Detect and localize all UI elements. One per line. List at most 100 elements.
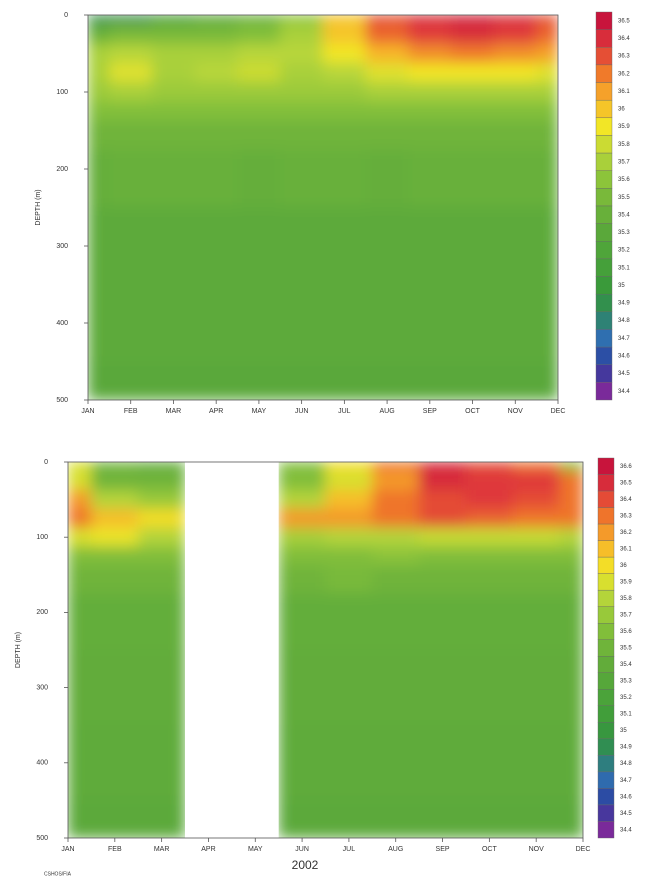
cell [512,593,560,651]
x-tick-label: JUL [343,846,356,853]
colorbar-label: 36.5 [620,480,632,486]
cell [88,43,110,64]
cell [365,101,409,122]
x-tick-label: JAN [61,846,74,853]
y-tick-label: 500 [36,835,48,842]
cell [237,284,281,362]
cell [109,101,153,122]
cell [450,284,495,362]
cell [237,82,281,102]
cell [493,62,537,83]
cell [365,43,409,64]
cell [151,43,196,64]
contour-cells [88,15,558,400]
colorbar-box [595,276,613,295]
colorbar-box [595,241,613,260]
cell [88,361,110,400]
cell [137,649,186,726]
y-tick-label: 300 [36,684,48,691]
cell [109,361,153,400]
contour-cells [68,462,186,838]
colorbar-box [597,656,615,673]
cell [68,593,92,651]
cell [408,149,452,208]
colorbar-label: 35 [620,728,627,734]
y-tick-label: 200 [36,609,48,616]
cell [109,120,153,151]
cell [279,82,324,102]
cell [88,62,110,83]
colorbar-box [597,755,615,773]
cell [278,489,326,510]
colorbar-label: 36.3 [620,513,632,519]
cell [512,527,560,547]
colorbar-box [595,188,613,207]
cell [88,120,110,151]
cell [194,207,238,285]
cell [237,361,281,400]
cell [559,546,583,566]
cell [465,489,514,510]
colorbar-label: 36.4 [620,497,632,503]
colorbar-box [597,821,615,839]
plot-frame [67,461,584,839]
cell [450,82,495,102]
x-tick-label: OCT [482,846,498,853]
cell [559,565,583,594]
colorbar-label: 35.8 [620,596,632,602]
cell [372,593,420,651]
cell [109,284,153,362]
cell [418,593,467,651]
cell [194,82,238,102]
cell [450,120,495,151]
cell [559,593,583,651]
cell [68,800,92,838]
colorbar-box [597,474,615,492]
cell [91,471,139,491]
colorbar-label: 34.9 [618,301,630,307]
colorbar-box [595,258,613,277]
cell [512,724,560,801]
colorbar-box [595,82,613,101]
cell [450,149,495,208]
cell [493,15,537,25]
colorbar-box [595,152,613,171]
y-tick-label: 500 [56,397,68,404]
colorbar-label: 34.5 [618,371,630,377]
cell [512,649,560,726]
cell [512,471,560,491]
cell [493,82,537,102]
cell [559,527,583,547]
cell [151,82,196,102]
cell [322,120,367,151]
cell [372,462,420,472]
x-tick-label: APR [209,408,223,415]
cell [536,284,558,362]
cell [365,62,409,83]
colorbar-label: 35.3 [620,679,632,685]
cell [512,508,560,529]
cell [372,649,420,726]
cell [68,471,92,491]
colorbar-box [595,364,613,383]
cell [408,101,452,122]
colorbar-box [595,29,613,48]
cell [408,82,452,102]
cell [418,724,467,801]
colorbar-box [597,672,615,690]
cell [151,62,196,83]
cell [151,15,196,25]
cell [418,489,467,510]
colorbar-box [595,205,613,224]
cell [91,462,139,472]
cell [279,207,324,285]
cell [137,593,186,651]
cell [325,462,373,472]
cell [137,724,186,801]
colorbar-box [597,738,615,756]
cell [418,800,467,838]
cell [151,149,196,208]
cell [279,284,324,362]
cell [194,15,238,25]
colorbar-label: 36.1 [618,89,630,95]
